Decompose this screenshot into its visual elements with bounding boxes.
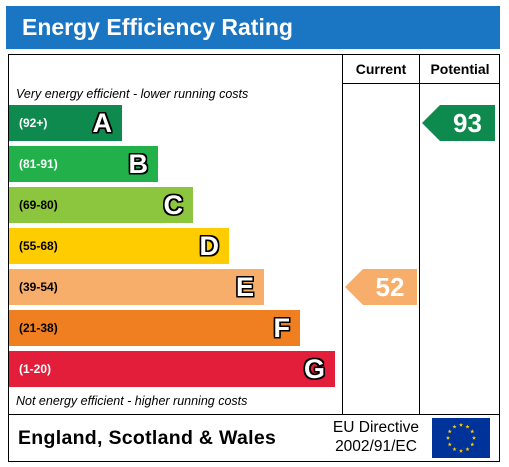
band-range-label: (39-54) — [19, 280, 58, 294]
potential-rating-arrow: 93 — [422, 105, 495, 141]
chart-title: Energy Efficiency Rating — [6, 6, 500, 49]
eu-star — [470, 442, 475, 447]
band-range-label: (55-68) — [19, 239, 58, 253]
efficient-note: Very energy efficient - lower running co… — [16, 87, 249, 101]
potential-column-header: Potential — [430, 61, 490, 77]
eu-star — [465, 424, 470, 429]
eu-star — [445, 435, 451, 440]
band-b: (81-91) B — [9, 146, 158, 182]
column-header-divider — [342, 83, 500, 84]
eu-directive-line2: 2002/91/EC — [335, 438, 417, 455]
eu-star — [465, 447, 470, 452]
eu-directive-line1: EU Directive — [332, 419, 420, 436]
current-rating-arrow: 52 — [345, 269, 417, 305]
band-range-label: (1-20) — [19, 362, 52, 376]
band-letter-label: B — [128, 149, 149, 179]
current-column-header: Current — [355, 61, 407, 77]
eu-star — [458, 422, 464, 427]
band-letter-label: E — [235, 272, 254, 302]
footer-region: England, Scotland & Wales — [18, 427, 277, 449]
rating-frame — [8, 54, 500, 462]
band-f: (21-38) F — [9, 310, 300, 346]
band-e: (39-54) E — [9, 269, 264, 305]
band-letter-label: C — [163, 190, 184, 220]
band-range-label: (92+) — [19, 116, 48, 130]
eu-star — [452, 447, 457, 452]
eu-star — [458, 448, 464, 453]
current-rating-arrow-value: 52 — [375, 271, 405, 302]
current-column-divider — [342, 54, 343, 414]
potential-column-divider — [419, 54, 420, 414]
band-d: (55-68) D — [9, 228, 229, 264]
band-range-label: (81-91) — [19, 157, 58, 171]
eu-star — [470, 429, 475, 434]
band-a: (92+) A — [9, 105, 122, 141]
potential-rating-arrow-shape — [422, 105, 495, 141]
potential-rating-arrow-value: 93 — [453, 107, 482, 138]
eu-directive: EU Directive 2002/91/EC — [322, 418, 430, 456]
current-rating-arrow-shape — [345, 269, 417, 305]
band-letter-label: F — [273, 313, 291, 343]
eu-star — [452, 424, 457, 429]
eu-star — [471, 435, 477, 440]
band-g: (1-20) G — [9, 351, 335, 387]
band-letter-label: G — [303, 354, 325, 384]
eu-star — [447, 429, 452, 434]
band-range-label: (69-80) — [19, 198, 58, 212]
band-range-label: (21-38) — [19, 321, 58, 335]
eu-star — [447, 442, 452, 447]
footer-divider — [8, 414, 500, 415]
band-letter-label: D — [199, 231, 220, 261]
band-c: (69-80) C — [9, 187, 193, 223]
eu-flag-icon — [432, 418, 490, 458]
inefficient-note: Not energy efficient - higher running co… — [16, 394, 248, 408]
band-letter-label: A — [92, 108, 113, 138]
